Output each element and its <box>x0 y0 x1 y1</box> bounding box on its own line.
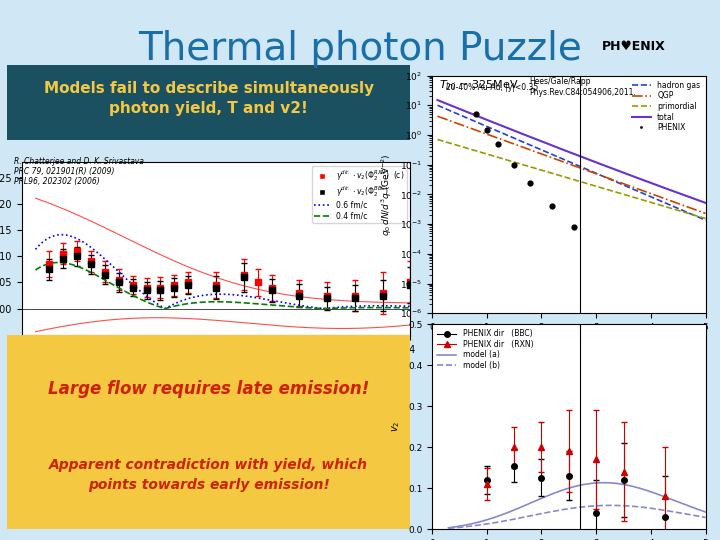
Text: Thermal photon Puzzle: Thermal photon Puzzle <box>138 30 582 68</box>
Point <box>525 178 536 187</box>
Text: Large flow requires late emission!: Large flow requires late emission! <box>48 380 369 398</box>
Text: Hees/Gale/Rapp
Phys.Rev.C84:054906,2011.: Hees/Gale/Rapp Phys.Rev.C84:054906,2011. <box>529 77 636 97</box>
Text: 20-40% Au-Au, |y|<0.35: 20-40% Au-Au, |y|<0.35 <box>446 83 538 92</box>
Text: $T_{ini}$ ~ 325MeV: $T_{ini}$ ~ 325MeV <box>439 78 519 92</box>
Text: PH♥ENIX: PH♥ENIX <box>602 40 665 53</box>
Y-axis label: $q_0\,dN/d^3q$ (GeV$^{-2}$): $q_0\,dN/d^3q$ (GeV$^{-2}$) <box>379 153 394 236</box>
Text: R. Chatterjee and D. K. Srivastava
PRC 79, 021901(R) (2009)
PRL96, 202302 (2006): R. Chatterjee and D. K. Srivastava PRC 7… <box>14 157 144 186</box>
Legend: PHENIX dir   (BBC), PHENIX dir   (RXN), model (a), model (b): PHENIX dir (BBC), PHENIX dir (RXN), mode… <box>436 328 535 372</box>
Point <box>508 160 520 169</box>
FancyBboxPatch shape <box>7 65 410 140</box>
X-axis label: $p_T$ (GeV): $p_T$ (GeV) <box>547 338 590 352</box>
Point <box>470 110 482 119</box>
Text: Apparent contradiction with yield, which
points towards early emission!: Apparent contradiction with yield, which… <box>49 458 369 491</box>
FancyBboxPatch shape <box>7 335 410 529</box>
Point <box>546 202 558 211</box>
Point <box>492 140 503 149</box>
Text: Models fail to describe simultaneously
photon yield, T and v2!: Models fail to describe simultaneously p… <box>44 82 374 116</box>
Legend: $\gamma^{dir.}\cdot v_2(\Phi_2^{RXN})$  (c), $\gamma^{dir.}\cdot v_2(\Phi_2^{BBC: $\gamma^{dir.}\cdot v_2(\Phi_2^{RXN})$ (… <box>312 166 407 223</box>
Legend: hadron gas, QGP, primordial, total, PHENIX: hadron gas, QGP, primordial, total, PHEN… <box>631 79 702 133</box>
Point <box>569 222 580 231</box>
Point <box>481 125 492 134</box>
Y-axis label: $v_2$: $v_2$ <box>390 421 402 432</box>
